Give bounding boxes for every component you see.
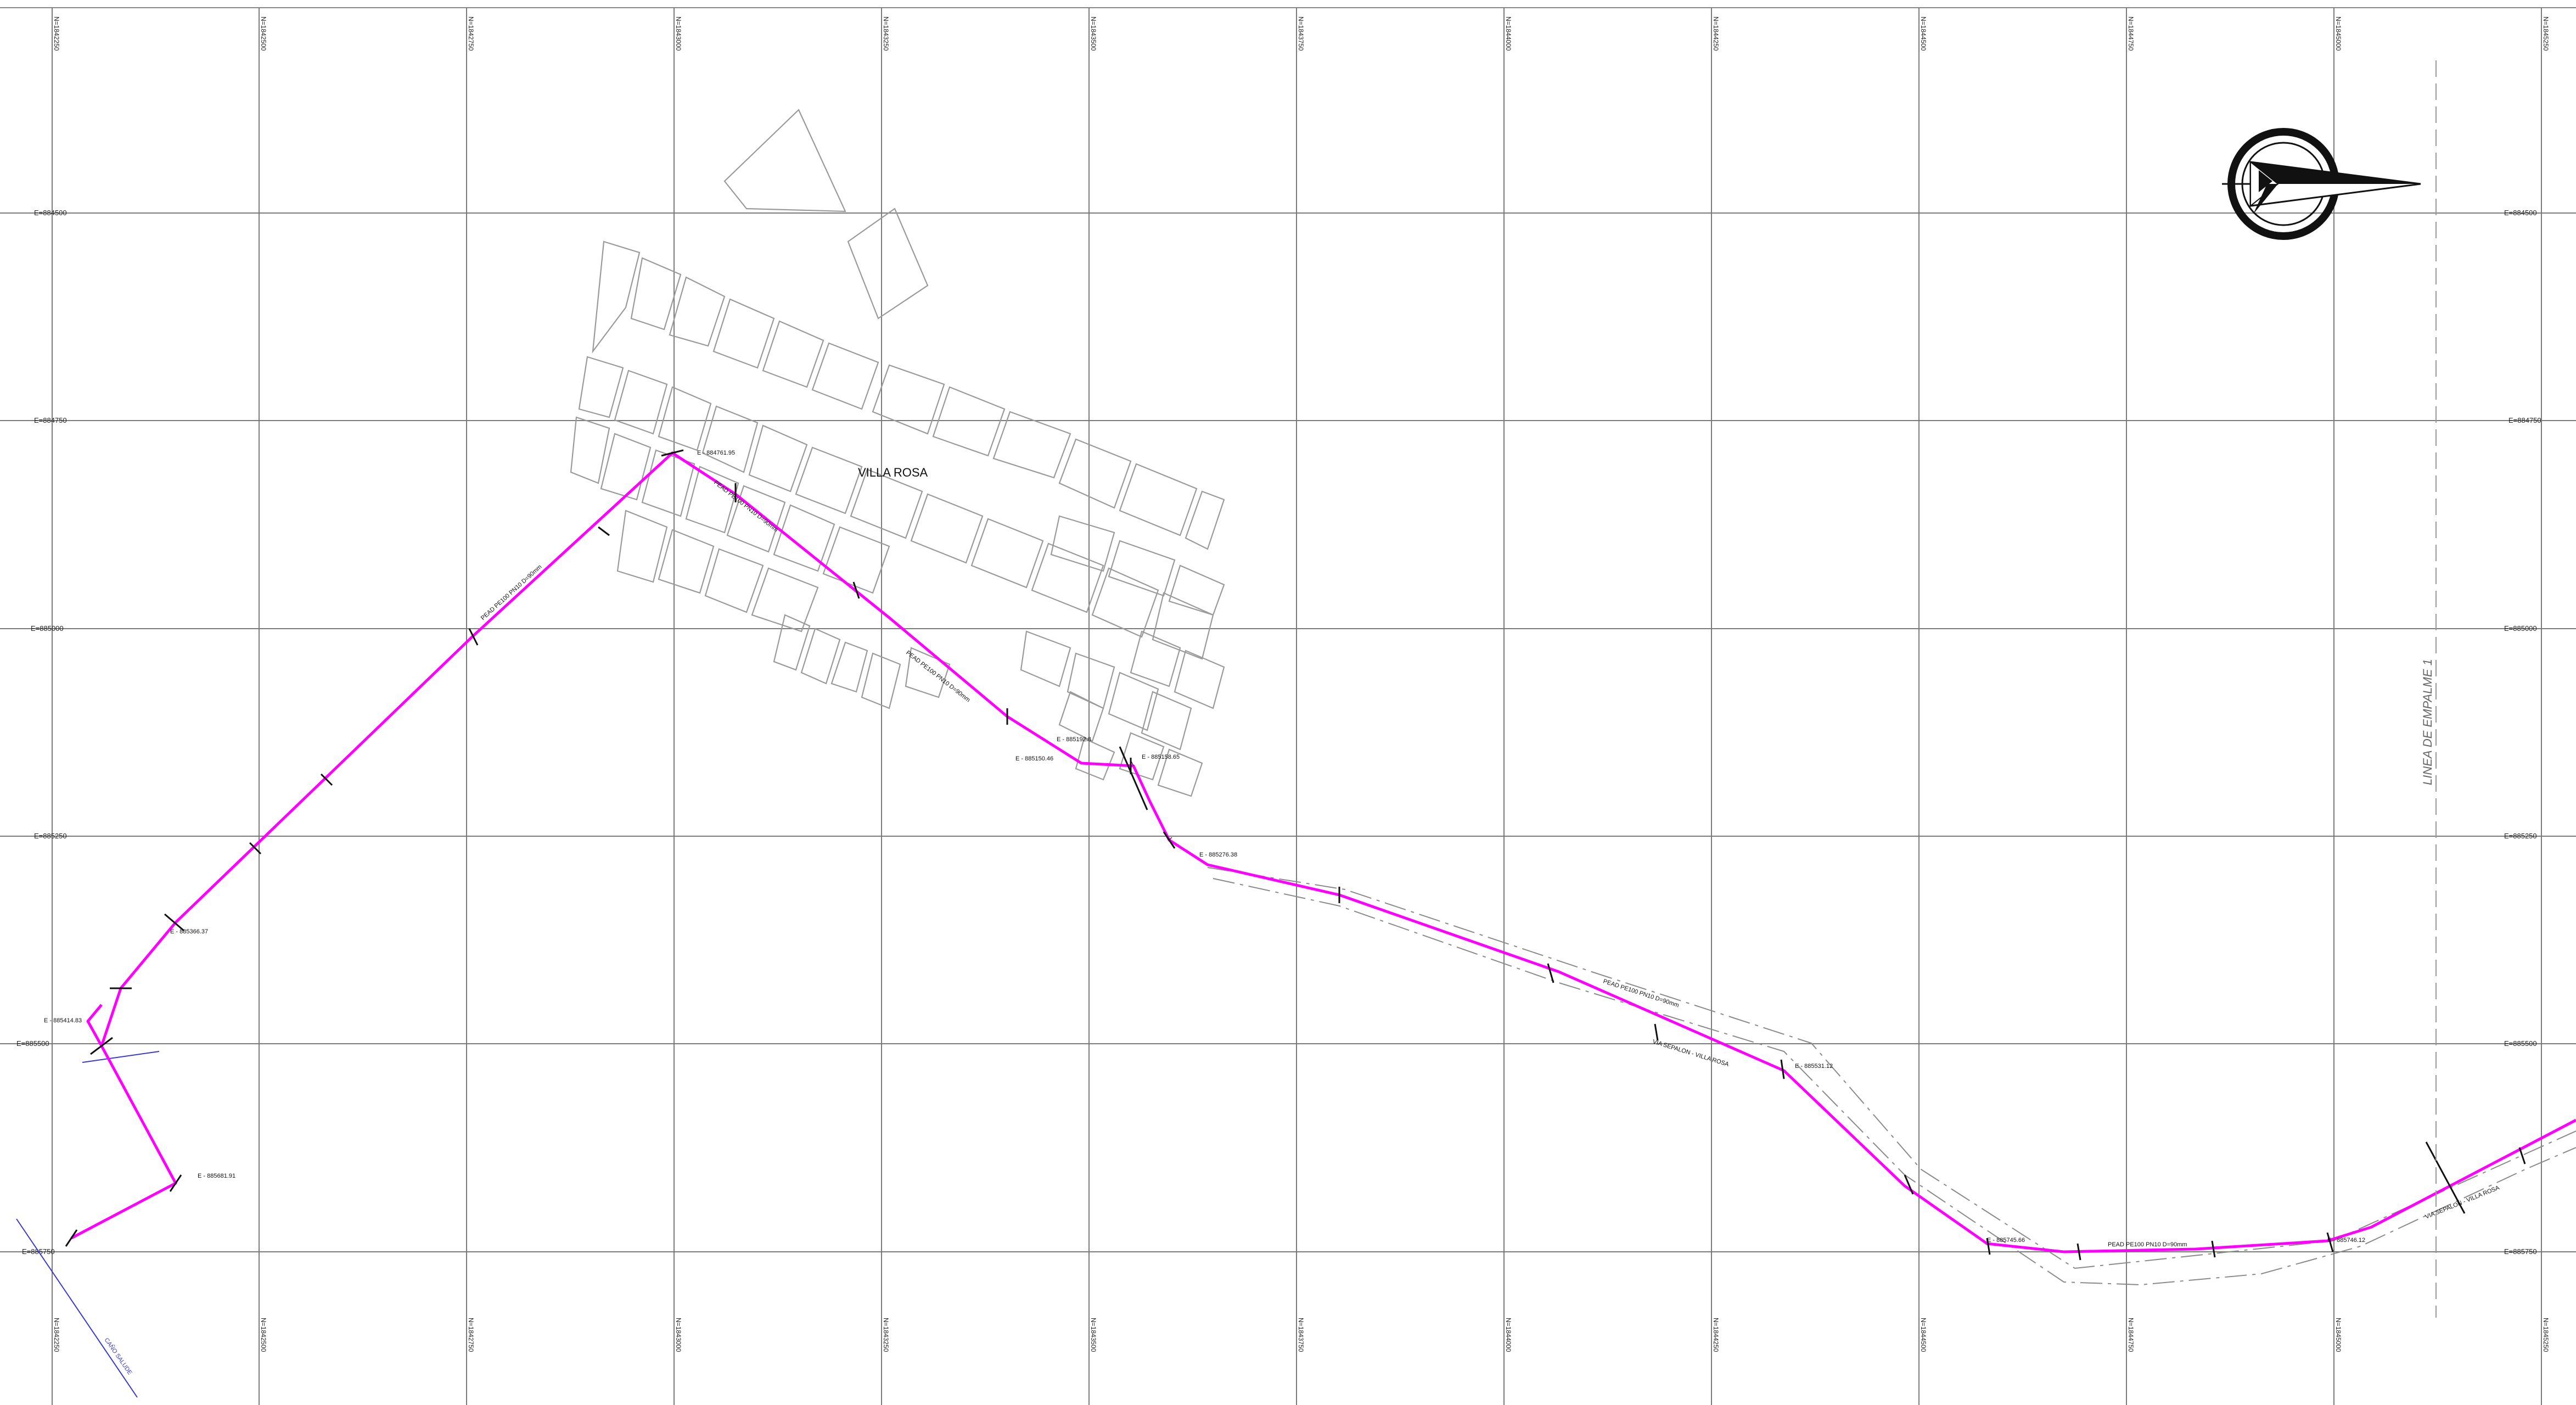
place-label: VILLA ROSA [858,466,928,479]
coordinate-callout: E - 885158.65 [1142,754,1180,760]
easting-label: E=885750 [2504,1247,2537,1256]
coordinate-callout: E - 885192.8 [1057,736,1091,743]
boundary-line [16,1218,138,1398]
northing-label: N=1843000 [675,16,682,51]
coordinate-callout: E - 885681.91 [198,1173,235,1179]
northing-labels-top: N=1842250 N=1842500 N=1842750 N=1843000 … [53,16,2550,51]
easting-label: E=885250 [2504,832,2537,840]
northing-label: N=1844000 [1505,16,1512,51]
northing-label: N=1842250 [53,1318,60,1352]
coordinate-grid [0,8,2576,1405]
route-ticks [65,449,2526,1261]
coordinate-callout: E - 885745.66 [1987,1237,2025,1244]
coordinate-callout: E - 885414.83 [44,1017,82,1024]
easting-labels-right: E=884500 E=884750 E=885000 E=885250 E=88… [2504,209,2541,1256]
northing-label: N=1845250 [2542,16,2550,51]
coordinate-callouts: E - 884761.95 E - 885150.46 E - 885192.8… [44,450,2365,1244]
northing-label: N=1845000 [2334,16,2342,51]
northing-label: N=1843750 [1297,16,1305,51]
easting-label: E=884500 [34,209,67,217]
road-edge [1207,867,2576,1269]
northing-label: N=1845000 [2334,1318,2342,1352]
northing-label: N=1844250 [1712,16,1720,51]
coordinate-callout: E - 885746.12 [2327,1237,2365,1244]
northing-label: N=1842750 [467,1318,475,1352]
coordinate-callout: E - 884761.95 [697,450,735,456]
northing-label: N=1842250 [53,16,60,51]
northing-label: N=1843500 [1090,16,1097,51]
northing-labels-bottom: N=1842250 N=1842500 N=1842750 N=1843000 … [53,1318,2550,1352]
northing-label: N=1843500 [1090,1318,1097,1352]
easting-label: E=884500 [2504,209,2537,217]
northing-label: N=1842750 [467,16,475,51]
northing-label: N=1842500 [260,1318,267,1352]
coordinate-callout: E - 885366.37 [170,928,208,935]
northing-label: N=1844250 [1712,1318,1720,1352]
easting-label: E=885000 [31,624,64,632]
easting-label: E=885250 [34,832,67,840]
coordinate-callout: E - 885531.12 [1795,1063,1833,1070]
easting-label: E=884750 [34,416,67,424]
northing-label: N=1844500 [1920,16,1927,51]
northing-label: N=1844000 [1505,1318,1512,1352]
easting-label: E=885000 [2504,624,2537,632]
northing-label: N=1844750 [2127,1318,2135,1352]
easting-label: E=885500 [16,1039,49,1048]
northing-label: N=1843750 [1297,1318,1305,1352]
north-arrow-icon [2222,128,2421,240]
empalme-label: LINEA DE EMPALME 1 [2421,659,2434,785]
coordinate-callout: E - 885150.46 [1015,755,1053,762]
coordinate-callout: E - 885276.38 [1199,852,1237,858]
easting-labels-left: E=884500 E=884750 E=885000 E=885250 E=88… [16,209,67,1256]
segment-note: PEAD PE100 PN10 D=90mm [2108,1241,2187,1248]
northing-label: N=1844500 [1920,1318,1927,1352]
northing-label: N=1842500 [260,16,267,51]
northing-label: N=1845250 [2542,1318,2550,1352]
easting-label: E=884750 [2508,416,2541,424]
northing-label: N=1844750 [2127,16,2135,51]
northing-label: N=1843250 [882,16,890,51]
boundary-line [82,1051,160,1063]
northing-label: N=1843250 [882,1318,890,1352]
road-sepalon-villa-rosa [1213,878,2576,1286]
northing-label: N=1843000 [675,1318,682,1352]
easting-label: E=885500 [2504,1039,2537,1048]
villa-rosa-town-blocks [570,109,1225,797]
